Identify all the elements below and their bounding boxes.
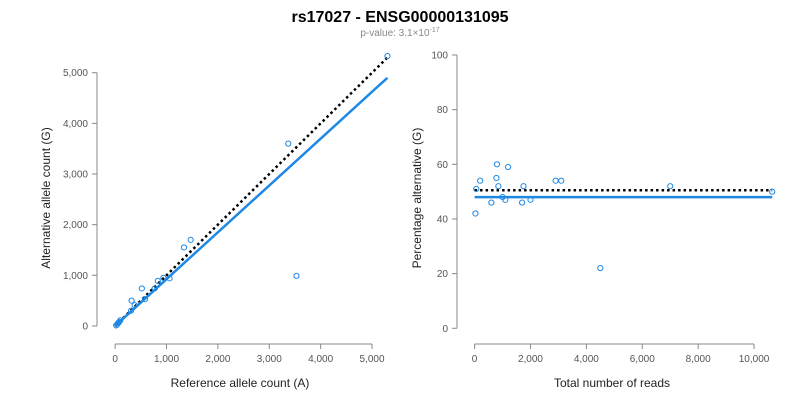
x-tick-label: 4,000 xyxy=(308,354,333,365)
data-point xyxy=(116,318,123,325)
x-axis-title: Reference allele count (A) xyxy=(171,376,310,390)
data-point xyxy=(384,52,391,60)
data-point xyxy=(128,297,135,304)
data-point xyxy=(493,161,501,168)
x-tick-label: 4,000 xyxy=(574,354,599,365)
data-point xyxy=(493,174,500,182)
data-point xyxy=(154,277,161,284)
data-point xyxy=(166,275,173,282)
p-value-subtitle: p-value: 3.1×10-17 xyxy=(360,27,439,39)
data-point xyxy=(293,272,300,279)
x-tick-label: 1,000 xyxy=(154,354,179,365)
y-tick-label: 100 xyxy=(431,51,448,62)
data-point xyxy=(495,183,502,190)
data-point xyxy=(472,210,479,217)
data-point xyxy=(117,317,124,324)
data-point xyxy=(505,163,512,171)
data-point xyxy=(127,307,135,314)
y-tick-label: 3,000 xyxy=(63,170,88,181)
data-point xyxy=(518,199,526,206)
y-tick-label: 0 xyxy=(442,324,448,335)
y-axis-title: Alternative allele count (G) xyxy=(39,127,53,268)
left-panel-ref-vs-alt: 0 1,000 2,000 3,000 4,000 5,000 0 1,000 2,000 3,0… xyxy=(39,52,391,390)
x-axis-title: Total number of reads xyxy=(554,376,670,390)
y-tick-label: 2,000 xyxy=(63,220,88,231)
x-tick-label: 2,000 xyxy=(518,354,543,365)
x-tick-label: 8,000 xyxy=(686,354,711,365)
data-point xyxy=(473,185,480,193)
data-point xyxy=(667,183,674,190)
x-tick-label: 0 xyxy=(472,354,478,365)
y-tick-label: 60 xyxy=(437,160,449,171)
data-point xyxy=(552,177,559,184)
x-tick-label: 6,000 xyxy=(630,354,655,365)
data-point xyxy=(502,196,509,203)
x-tick-label: 10,000 xyxy=(739,354,770,365)
y-tick-label: 5,000 xyxy=(63,68,88,79)
data-point xyxy=(527,196,534,203)
chart-title: rs17027 - ENSG00000131095 xyxy=(291,9,508,26)
x-tick-label: 0 xyxy=(112,354,118,365)
x-tick-label: 3,000 xyxy=(257,354,282,365)
data-point xyxy=(520,183,527,190)
data-point xyxy=(477,177,484,184)
data-point xyxy=(131,302,138,309)
fit-line xyxy=(114,76,389,327)
data-point xyxy=(488,199,495,206)
data-point xyxy=(160,274,167,281)
p-value-exponent: -17 xyxy=(430,27,440,34)
y-axis-title: Percentage alternative (G) xyxy=(410,128,424,269)
x-tick-label: 5,000 xyxy=(360,354,385,365)
data-point xyxy=(180,244,188,251)
data-point xyxy=(285,140,292,147)
right-panel-percentage-vs-total: 0 2,000 4,000 6,000 8,000 10,000 0 20 40 60 80 100 T… xyxy=(410,51,776,390)
y-tick-label: 1,000 xyxy=(63,271,88,282)
data-point xyxy=(558,177,565,184)
data-point xyxy=(769,188,776,195)
y-tick-label: 0 xyxy=(82,321,88,332)
data-point xyxy=(597,265,604,272)
y-tick-label: 4,000 xyxy=(63,119,88,130)
data-point xyxy=(138,285,145,292)
y-tick-label: 80 xyxy=(437,105,449,116)
p-value-text: p-value: 3.1×10 xyxy=(360,28,430,39)
data-point xyxy=(151,285,158,292)
data-point xyxy=(141,295,149,303)
y-tick-label: 40 xyxy=(437,214,449,225)
x-tick-label: 2,000 xyxy=(205,354,230,365)
y-tick-label: 20 xyxy=(437,269,449,280)
data-point xyxy=(187,236,194,243)
